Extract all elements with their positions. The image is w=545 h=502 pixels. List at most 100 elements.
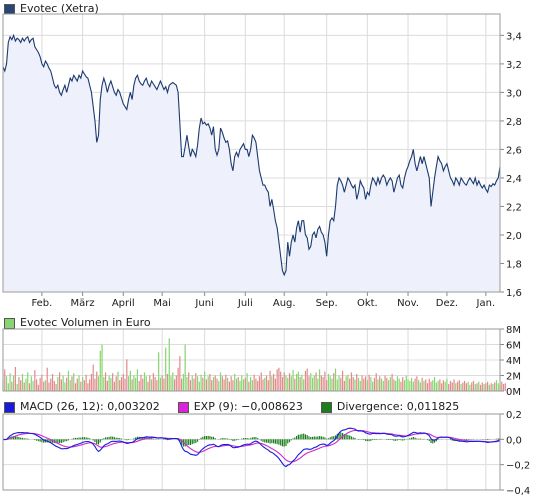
macd-plot-area <box>3 414 500 490</box>
volume-bar <box>193 378 195 391</box>
volume-bar <box>5 376 8 391</box>
divergence-bar <box>241 438 243 440</box>
divergence-bar <box>81 437 84 440</box>
divergence-bar <box>317 436 319 440</box>
macd-legend-row: MACD (26, 12): 0,003202 EXP (9): −0,0086… <box>4 401 459 413</box>
volume-bar <box>310 373 312 391</box>
volume-bar <box>165 347 167 391</box>
volume-bar <box>89 379 91 392</box>
divergence-bar <box>338 432 340 440</box>
divergence-bar <box>189 439 192 445</box>
divergence-bar <box>281 439 284 447</box>
volume-bar <box>218 380 220 391</box>
volume-bar <box>94 378 96 391</box>
divergence-bar <box>227 438 229 440</box>
volume-bar <box>204 371 206 392</box>
volume-bar <box>228 381 230 391</box>
divergence-bar <box>237 439 239 440</box>
volume-bar <box>347 374 349 391</box>
divergence-bar <box>225 438 227 440</box>
divergence-bar <box>60 439 62 443</box>
volume-bar <box>501 381 503 391</box>
divergence-bar <box>437 439 439 440</box>
volume-bar <box>18 377 20 391</box>
divergence-bar <box>212 436 215 440</box>
divergence-bar <box>296 436 298 440</box>
volume-bar <box>246 373 248 391</box>
volume-bar <box>264 377 266 391</box>
volume-bar <box>115 376 117 391</box>
macd-chart: 0,2 0,0 −0,2 −0,4 <box>2 410 530 497</box>
divergence-bar <box>119 438 121 440</box>
volume-bar <box>425 379 427 392</box>
volume-bar <box>99 350 101 391</box>
macd-line <box>2 427 501 468</box>
divergence-bar <box>326 438 328 440</box>
volume-bar <box>195 373 197 391</box>
volume-bar <box>453 379 455 392</box>
volume-bar <box>322 377 324 391</box>
divergence-bar <box>414 437 416 440</box>
price-y-tick-label: 2,4 <box>506 174 522 185</box>
volume-bar <box>283 372 285 391</box>
divergence-bar <box>50 439 52 443</box>
volume-bar <box>273 373 275 391</box>
volume-bar <box>384 375 386 391</box>
volume-bar <box>59 372 61 391</box>
volume-bar <box>379 376 381 391</box>
divergence-bar <box>126 439 128 441</box>
volume-legend-swatch <box>4 317 15 329</box>
volume-bar <box>380 378 383 391</box>
volume-bar <box>119 380 121 391</box>
divergence-bar <box>152 438 154 440</box>
divergence-bar <box>27 438 29 440</box>
volume-bar <box>418 380 420 391</box>
divergence-bar <box>311 436 314 440</box>
price-y-tick-label: 3,0 <box>506 88 522 99</box>
volume-bar <box>110 377 112 391</box>
volume-bar <box>441 383 443 391</box>
volume-bar <box>76 378 78 391</box>
volume-bar <box>364 376 367 391</box>
volume-bar <box>124 378 126 391</box>
divergence-bar <box>366 439 368 442</box>
volume-bar <box>318 369 321 391</box>
volume-bar <box>188 372 190 391</box>
volume-bar <box>442 380 444 391</box>
volume-bar <box>96 371 98 392</box>
volume-bar <box>426 383 429 391</box>
divergence-bar <box>179 439 181 442</box>
divergence-bar <box>349 435 351 440</box>
volume-bar <box>432 380 434 391</box>
price-x-tick-label: Nov. <box>397 298 419 309</box>
volume-bar <box>227 377 229 391</box>
volume-bar <box>338 375 340 391</box>
price-x-tick-label: Mai <box>153 298 171 309</box>
divergence-bar <box>364 439 367 441</box>
volume-bar <box>481 382 483 391</box>
volume-bar <box>101 344 103 391</box>
price-x-tick-label: Dez. <box>436 298 458 309</box>
divergence-bar <box>315 436 317 440</box>
divergence-bar <box>260 439 262 441</box>
price-y-tick-label: 1,6 <box>506 288 522 299</box>
divergence-bar <box>142 437 144 440</box>
divergence-bar <box>74 437 77 440</box>
volume-bar <box>485 383 487 391</box>
volume-bar <box>150 379 153 392</box>
volume-legend-label: Evotec Volumen in Euro <box>20 316 151 329</box>
volume-bar <box>265 375 268 391</box>
divergence-bar <box>264 439 266 443</box>
divergence-bar <box>432 439 434 444</box>
divergence-bar <box>127 439 130 440</box>
volume-bar <box>168 338 170 391</box>
divergence-bar <box>393 439 395 441</box>
volume-bar <box>179 356 181 392</box>
divergence-bar <box>403 439 406 441</box>
volume-bar <box>181 378 183 391</box>
divergence-bar <box>324 437 326 440</box>
volume-bar <box>357 377 360 391</box>
volume-bar <box>81 377 84 391</box>
volume-bar <box>494 382 496 391</box>
divergence-bar <box>396 439 399 441</box>
